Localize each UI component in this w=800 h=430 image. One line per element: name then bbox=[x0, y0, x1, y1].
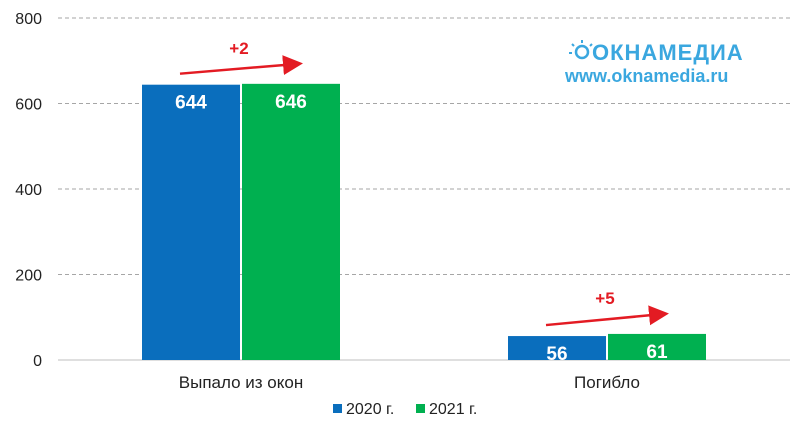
x-tick-label: Выпало из окон bbox=[179, 373, 303, 392]
delta-label: +5 bbox=[595, 289, 614, 308]
bars: 644 646 56 61 bbox=[142, 83, 706, 365]
delta-label: +2 bbox=[229, 39, 248, 58]
y-tick-label: 200 bbox=[15, 268, 42, 285]
bar-2021-0 bbox=[242, 83, 340, 361]
watermark-logo: ОКНАМЕДИА bbox=[592, 40, 744, 65]
watermark-url: www.oknamedia.ru bbox=[564, 66, 728, 86]
legend-swatch bbox=[416, 404, 425, 413]
bar-2020-0 bbox=[142, 84, 240, 360]
watermark: ОКНАМЕДИА www.oknamedia.ru bbox=[564, 40, 744, 86]
bar-2021-1 bbox=[608, 333, 706, 360]
y-axis: 0 200 400 600 800 bbox=[15, 11, 42, 370]
annotations: +2 +5 bbox=[179, 39, 669, 327]
bar-2020-1 bbox=[508, 336, 606, 360]
legend-swatch bbox=[333, 404, 342, 413]
bar-data-label: 644 bbox=[175, 93, 207, 114]
y-tick-label: 400 bbox=[15, 182, 42, 199]
bar-data-label: 56 bbox=[546, 344, 567, 365]
y-tick-label: 800 bbox=[15, 11, 42, 28]
x-tick-label: Погибло bbox=[574, 373, 640, 392]
y-tick-label: 600 bbox=[15, 97, 42, 114]
trend-arrow bbox=[545, 305, 669, 327]
trend-arrow bbox=[179, 55, 303, 76]
x-axis: Выпало из окон Погибло bbox=[179, 373, 640, 392]
legend-label: 2021 г. bbox=[429, 401, 477, 418]
y-tick-label: 0 bbox=[33, 353, 42, 370]
legend-label: 2020 г. bbox=[346, 401, 394, 418]
bar-data-label: 646 bbox=[275, 92, 307, 113]
bar-data-label: 61 bbox=[646, 342, 668, 363]
sun-icon bbox=[569, 40, 593, 60]
legend: 2020 г. 2021 г. bbox=[333, 401, 477, 418]
